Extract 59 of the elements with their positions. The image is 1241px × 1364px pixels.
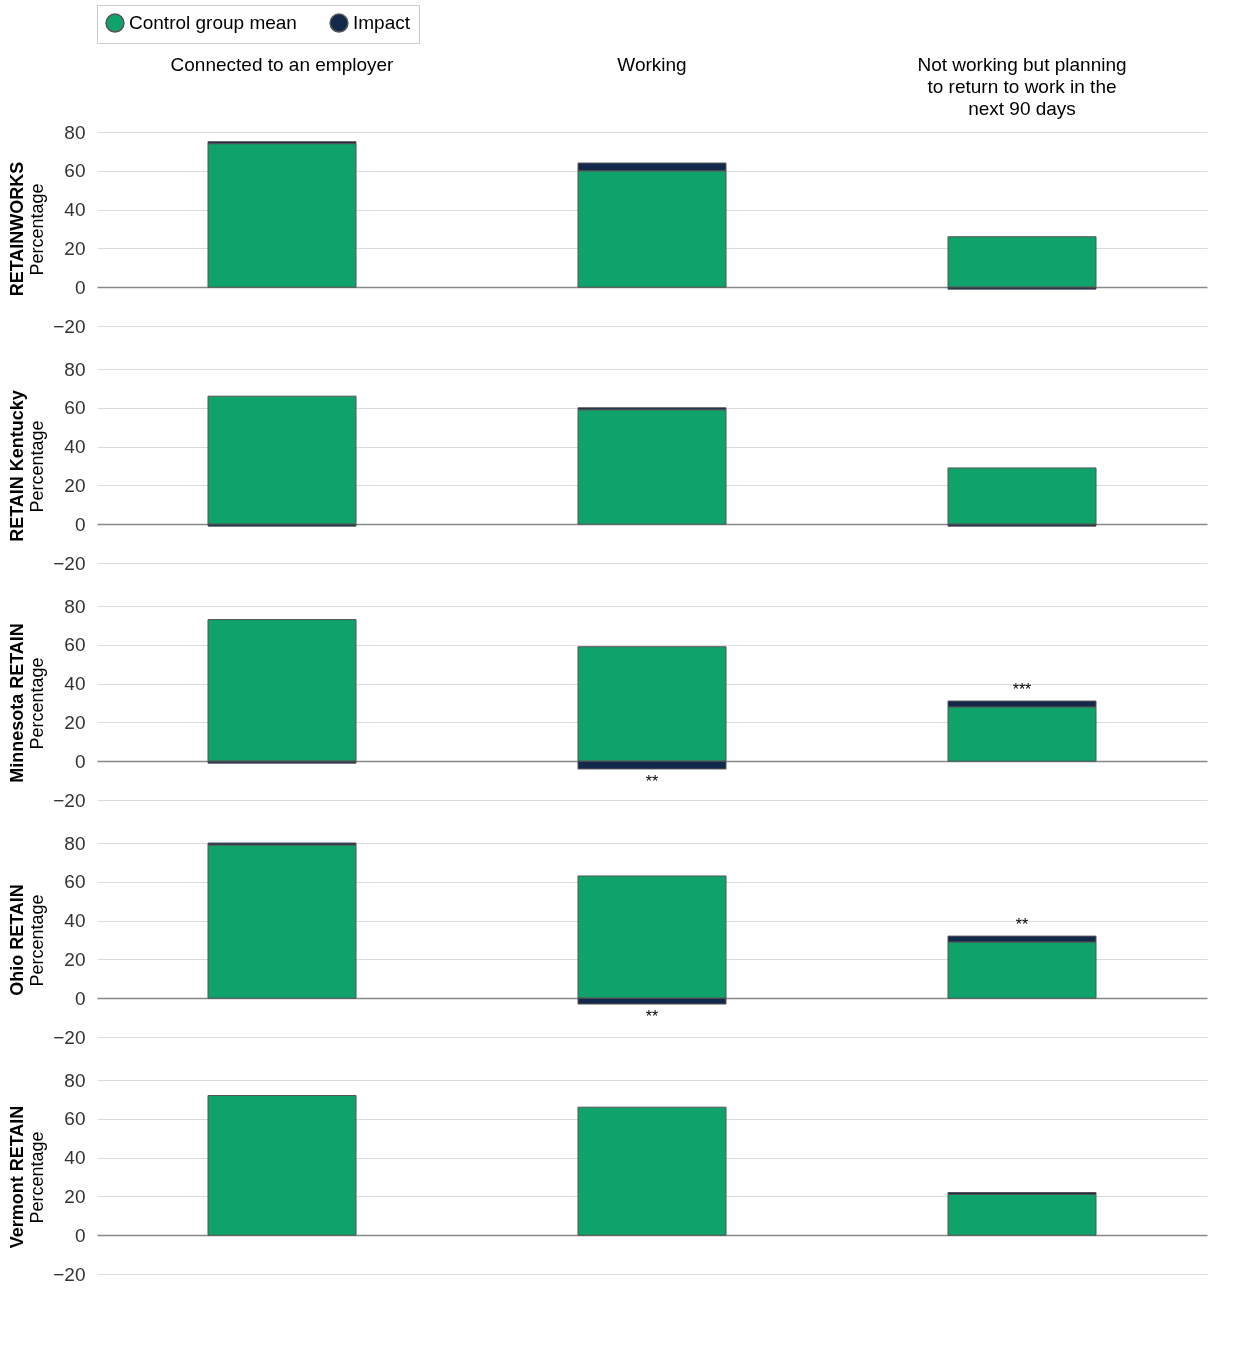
y-tick-label: 80 (64, 1069, 86, 1091)
bar (577, 409, 727, 525)
y-tick-label: 20 (64, 711, 86, 733)
annotation: ** (645, 1008, 659, 1026)
y-tick-label: 20 (64, 237, 86, 259)
legend-label: Control group mean (129, 12, 297, 34)
y-axis-title: Percentage (27, 183, 48, 276)
y-axis-title: Percentage (27, 657, 48, 750)
y-tick-label: 80 (64, 832, 86, 854)
y-tick-label: −20 (53, 552, 86, 574)
y-tick-label: 40 (64, 673, 86, 695)
annotation: ** (645, 772, 659, 790)
y-tick-label: −20 (53, 1026, 86, 1048)
text: RETAIN Kentucky (6, 390, 27, 542)
y-tick-label: 20 (64, 474, 86, 496)
y-tick-label: 40 (64, 910, 86, 932)
y-axis-title: Percentage (27, 894, 48, 987)
bar (947, 467, 1097, 525)
y-tick-label: 0 (74, 276, 86, 298)
y-axis-title: Percentage (27, 1131, 48, 1224)
bar (577, 1106, 727, 1236)
y-tick-label: 0 (74, 750, 86, 772)
y-tick-label: 60 (64, 397, 86, 419)
y-tick-label: 40 (64, 436, 86, 458)
bar (207, 1095, 357, 1236)
x-tick-label: Working (617, 53, 687, 75)
bar (207, 143, 357, 288)
y-tick-label: 40 (64, 1147, 86, 1169)
bar (947, 1193, 1097, 1236)
text: Minnesota RETAIN (6, 623, 27, 783)
y-tick-label: −20 (53, 789, 86, 811)
y-tick-label: 60 (64, 1108, 86, 1130)
bar (207, 844, 357, 999)
y-tick-label: 60 (64, 634, 86, 656)
bar (207, 395, 357, 525)
y-tick-label: 20 (64, 1185, 86, 1207)
y-axis-title: Percentage (27, 420, 48, 513)
legend-label: Impact (353, 12, 411, 34)
x-tick-label: Connected to an employer (170, 53, 395, 75)
annotation: *** (1012, 681, 1032, 699)
annotation: ** (1015, 916, 1029, 934)
text: RETAINWORKS (6, 161, 27, 297)
text: Ohio RETAIN (6, 884, 27, 996)
y-tick-label: 0 (74, 1224, 86, 1246)
text: Vermont RETAIN (6, 1105, 27, 1249)
y-tick-label: 0 (74, 513, 86, 535)
bar (947, 236, 1097, 288)
y-tick-label: 60 (64, 160, 86, 182)
y-tick-label: 60 (64, 871, 86, 893)
y-tick-label: 0 (74, 987, 86, 1009)
y-tick-label: −20 (53, 315, 86, 337)
y-tick-label: 20 (64, 948, 86, 970)
x-tick-label: Not working but planning to return to work in the next 90 days (917, 53, 1127, 119)
y-tick-label: 80 (64, 121, 86, 143)
y-tick-label: 40 (64, 199, 86, 221)
bar (207, 619, 357, 762)
y-tick-label: −20 (53, 1263, 86, 1285)
y-tick-label: 80 (64, 595, 86, 617)
y-tick-label: 80 (64, 358, 86, 380)
